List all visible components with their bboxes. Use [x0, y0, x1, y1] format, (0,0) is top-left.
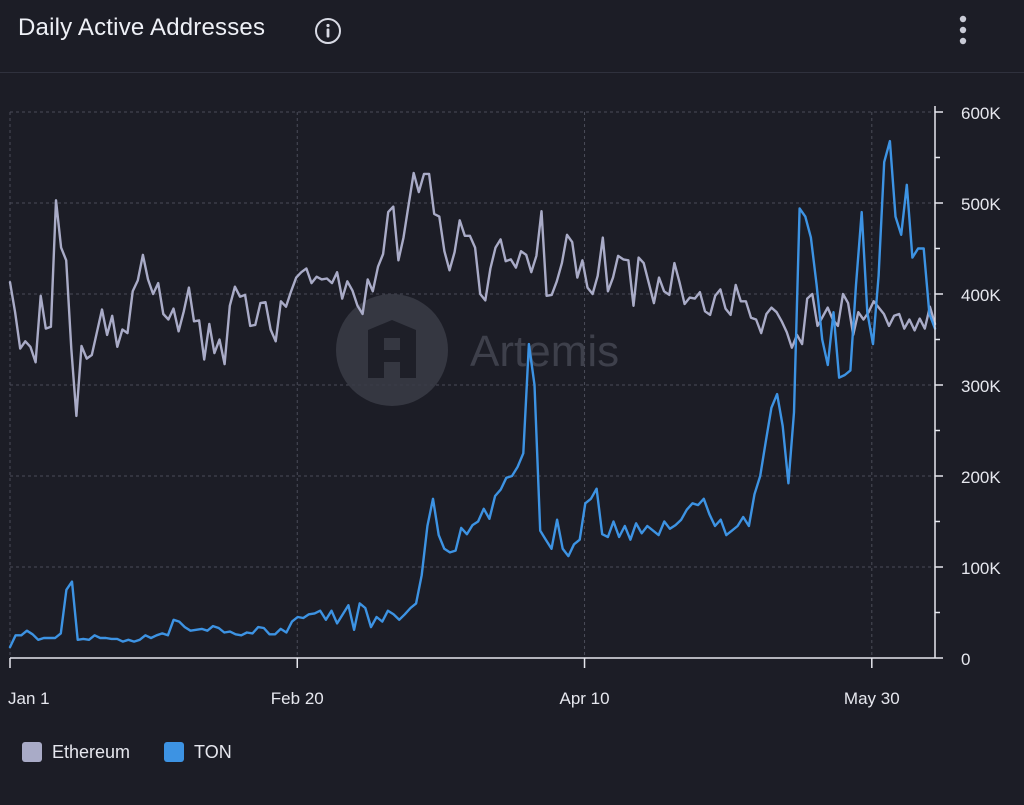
chart-axes — [9, 106, 943, 668]
legend-swatch-ethereum — [22, 742, 42, 762]
x-axis-labels: Jan 1 Feb 20 Apr 10 May 30 — [8, 689, 900, 708]
y-tick-label: 400K — [961, 286, 1001, 305]
legend: Ethereum TON — [22, 740, 252, 764]
y-tick-label: 200K — [961, 468, 1001, 487]
artemis-watermark: Artemis — [336, 294, 619, 406]
x-tick-label: Feb 20 — [271, 689, 324, 708]
legend-swatch-ton — [164, 742, 185, 762]
chart-title: Daily Active Addresses — [18, 14, 266, 41]
legend-label-ton: TON — [194, 741, 232, 762]
chart-grid — [9, 111, 935, 658]
series-layer — [8, 139, 937, 649]
vertical-ellipsis-icon[interactable] — [950, 14, 976, 48]
y-tick-label: 0 — [961, 650, 970, 669]
line-chart: Artemis Jan 1 Feb 20 Apr 10 May 30 0 100K 200… — [8, 104, 1001, 708]
y-tick-label: 300K — [961, 377, 1001, 396]
legend-item-ton[interactable]: TON — [164, 742, 232, 763]
y-tick-label: 100K — [961, 559, 1001, 578]
x-tick-label: Apr 10 — [559, 689, 609, 708]
chart-header: Daily Active Addresses — [0, 0, 1024, 73]
y-tick-label: 500K — [961, 195, 1001, 214]
series-line-ethereum[interactable] — [8, 171, 937, 418]
y-tick-label: 600K — [961, 104, 1001, 123]
x-tick-label: Jan 1 — [8, 689, 50, 708]
legend-label-ethereum: Ethereum — [52, 741, 131, 762]
series-line-ton[interactable] — [8, 139, 937, 649]
watermark-text: Artemis — [470, 327, 619, 376]
y-axis-labels: 0 100K 200K 300K 400K 500K 600K — [961, 104, 1001, 669]
legend-item-ethereum[interactable]: Ethereum — [22, 742, 130, 763]
info-icon[interactable] — [314, 17, 342, 45]
x-tick-label: May 30 — [844, 689, 900, 708]
